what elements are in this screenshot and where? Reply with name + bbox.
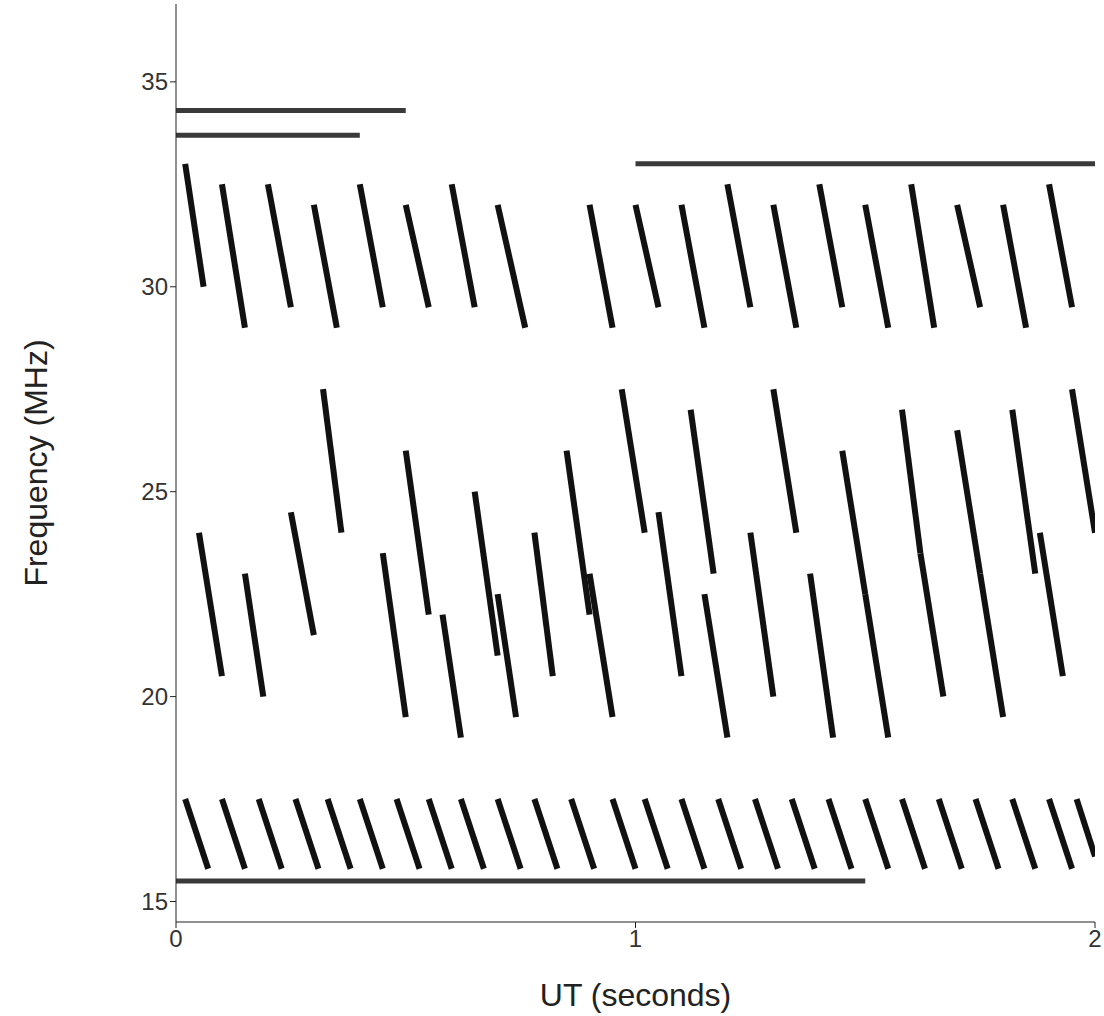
svg-text:25: 25 bbox=[141, 478, 168, 505]
svg-text:35: 35 bbox=[141, 68, 168, 95]
svg-text:0: 0 bbox=[169, 925, 182, 952]
svg-text:1: 1 bbox=[629, 925, 642, 952]
svg-text:30: 30 bbox=[141, 273, 168, 300]
svg-text:15: 15 bbox=[141, 888, 168, 915]
svg-text:2: 2 bbox=[1088, 925, 1101, 952]
svg-text:UT (seconds): UT (seconds) bbox=[540, 977, 731, 1013]
svg-text:Frequency (MHz): Frequency (MHz) bbox=[18, 339, 54, 586]
svg-text:20: 20 bbox=[141, 683, 168, 710]
